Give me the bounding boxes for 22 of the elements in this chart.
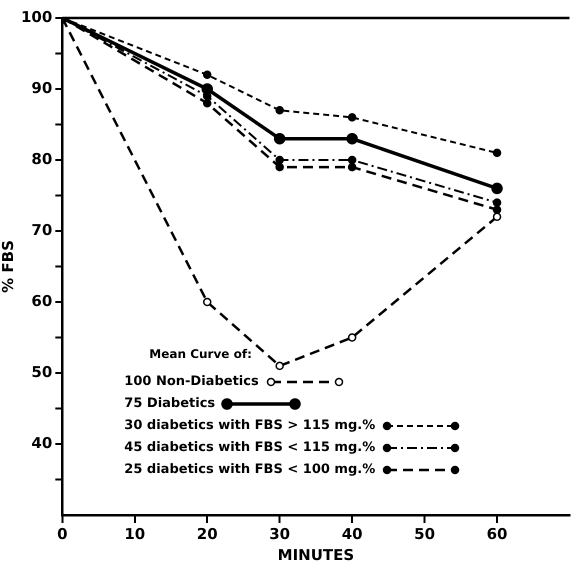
- x-tick-label: 10: [124, 524, 146, 543]
- x-tick-label: 50: [414, 524, 436, 543]
- y-tick-label: 70: [31, 220, 52, 239]
- y-tick-label: 90: [31, 78, 52, 97]
- x-tick-label: 20: [196, 524, 218, 543]
- y-tick-label: 100: [21, 8, 52, 26]
- legend-label: 75 Diabetics: [124, 395, 216, 413]
- y-tick-label: 50: [31, 362, 52, 381]
- x-tick-label: 40: [342, 524, 363, 543]
- y-tick-label: 40: [31, 434, 52, 452]
- legend-label: 25 diabetics with FBS < 100 mg.%: [124, 461, 376, 479]
- y-tick-label: 80: [31, 150, 52, 168]
- legend-label: 100 Non-Diabetics: [124, 373, 259, 391]
- x-tick-label: 60: [486, 524, 508, 543]
- x-tick-label: 0: [57, 524, 68, 543]
- x-tick-label: 30: [269, 524, 290, 543]
- legend-title: Mean Curve of:: [148, 346, 253, 363]
- legend-label: 45 diabetics with FBS < 115 mg.%: [124, 439, 376, 457]
- y-tick-label: 60: [31, 292, 52, 310]
- y-axis-title: % FBS: [0, 240, 17, 293]
- legend-label: 30 diabetics with FBS > 115 mg.%: [124, 417, 376, 435]
- x-axis-title: MINUTES: [278, 546, 354, 564]
